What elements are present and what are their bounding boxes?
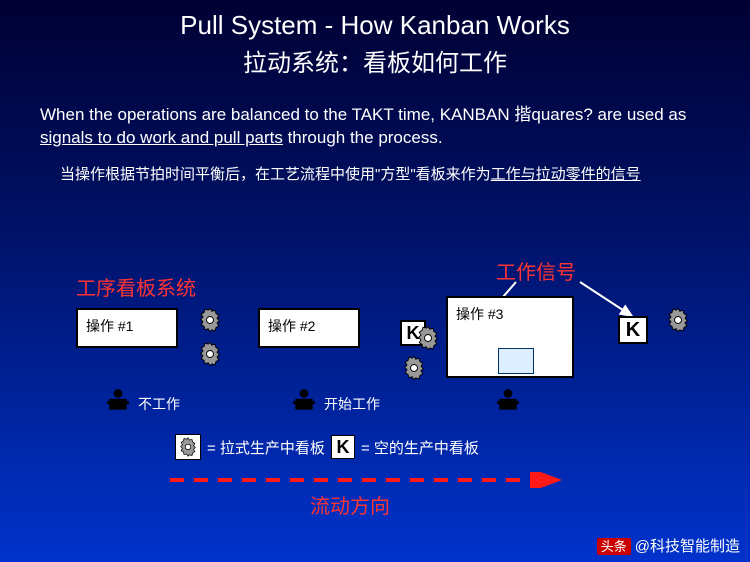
description-english: When the operations are balanced to the … (40, 104, 722, 150)
gear-icon (414, 324, 442, 352)
desc-zh-underline: 工作与拉动零件的信号 (491, 166, 641, 183)
desc-zh-pre: 当操作根据节拍时间平衡后，在工艺流程中使用"方型"看板来作为 (60, 166, 491, 183)
operation-3-inner-square (498, 348, 534, 374)
person-2-label: 开始工作 (324, 394, 380, 414)
person-icon (494, 388, 522, 414)
desc-en-underline: signals to do work and pull parts (40, 128, 283, 147)
person-1-label: 不工作 (138, 394, 180, 414)
desc-en-pre: When the operations are balanced to the … (40, 105, 686, 124)
k-box-large: K (618, 316, 648, 344)
gear-icon (664, 306, 692, 334)
person-icon (290, 388, 318, 414)
title-english: Pull System - How Kanban Works (0, 0, 750, 41)
gear-icon (196, 340, 224, 368)
watermark: 头条@科技智能制造 (597, 535, 740, 556)
watermark-author: @科技智能制造 (635, 538, 740, 555)
gear-icon (400, 354, 428, 382)
description-chinese: 当操作根据节拍时间平衡后，在工艺流程中使用"方型"看板来作为工作与拉动零件的信号 (60, 164, 700, 185)
legend-empty-text: = 空的生产中看板 (361, 437, 479, 458)
flow-direction-label: 流动方向 (310, 490, 390, 519)
title-chinese: 拉动系统：看板如何工作 (0, 41, 750, 78)
legend-k-icon: K (331, 435, 355, 459)
desc-en-post: through the process. (283, 128, 443, 147)
watermark-brand: 头条 (597, 538, 631, 555)
gear-icon (196, 306, 224, 334)
legend-row: = 拉式生产中看板 K = 空的生产中看板 (175, 434, 479, 460)
label-system: 工序看板系统 (76, 272, 196, 301)
operation-3-label: 操作 #3 (456, 306, 503, 322)
legend-gear-icon (175, 434, 201, 460)
operation-2-box: 操作 #2 (258, 308, 360, 348)
operation-1-box: 操作 #1 (76, 308, 178, 348)
person-icon (104, 388, 132, 414)
legend-full-text: = 拉式生产中看板 (207, 437, 325, 458)
